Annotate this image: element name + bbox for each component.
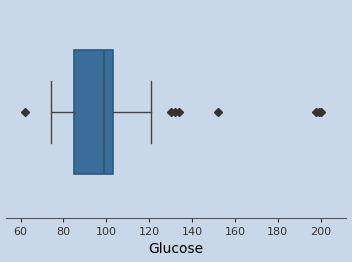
X-axis label: Glucose: Glucose — [149, 242, 203, 256]
PathPatch shape — [74, 50, 113, 174]
